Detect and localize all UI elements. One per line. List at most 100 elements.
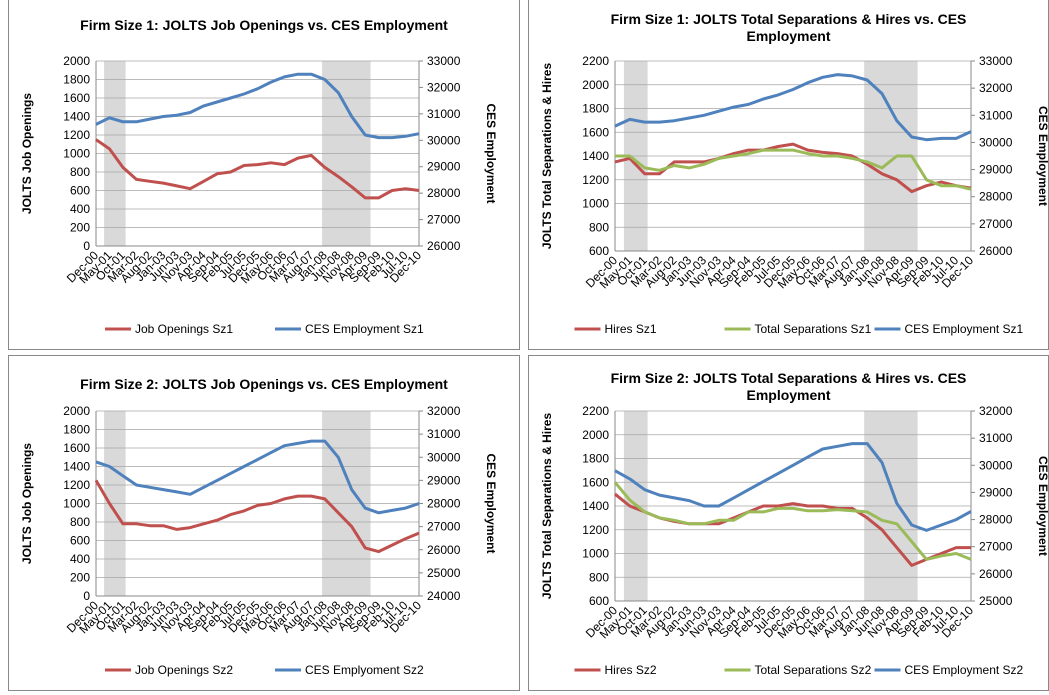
y-tick-label: 2000 xyxy=(582,78,609,92)
legend-label: CES Emplyoment Sz2 xyxy=(305,663,424,677)
y2-tick-label: 30000 xyxy=(427,133,461,147)
chart-panel: Firm Size 1: JOLTS Total Separations & H… xyxy=(528,0,1049,350)
y-tick-label: 1200 xyxy=(63,478,90,492)
y-tick-label: 1400 xyxy=(582,499,609,513)
chart-panel: Firm Size 1: JOLTS Job Openings vs. CES … xyxy=(8,0,520,350)
y2-tick-label: 27000 xyxy=(427,520,461,534)
y-tick-label: 0 xyxy=(83,589,90,603)
y2-tick-label: 30000 xyxy=(979,135,1013,149)
chart: 0 200 400 600 800 1000 1200 1400 1600 1800 2000 240… xyxy=(20,404,498,677)
y2-tick-label: 32000 xyxy=(979,81,1013,95)
y-tick-label: 1800 xyxy=(63,423,90,437)
y-tick-label: 1000 xyxy=(63,147,90,161)
y2-tick-label: 32000 xyxy=(979,404,1013,418)
y2-tick-label: 33000 xyxy=(979,54,1013,68)
series-line xyxy=(615,148,972,191)
y-tick-label: 1200 xyxy=(582,523,609,537)
series-line xyxy=(614,442,972,532)
y2-tick-label: 32000 xyxy=(427,80,461,94)
y2-tick-label: 27000 xyxy=(979,217,1013,231)
y-tick-label: 800 xyxy=(589,570,609,584)
y-tick-label: 1000 xyxy=(582,197,609,211)
y2-tick-label: 25000 xyxy=(427,566,461,580)
series-line xyxy=(614,73,972,142)
y2-tick-label: 24000 xyxy=(427,589,461,603)
y2-tick-label: 26000 xyxy=(427,239,461,253)
legend-label: CES Employment Sz1 xyxy=(305,322,424,336)
series-line xyxy=(94,479,420,554)
y-tick-label: 1400 xyxy=(63,110,90,124)
y-tick-label: 1600 xyxy=(63,91,90,105)
y2-tick-label: 26000 xyxy=(979,244,1013,258)
y-tick-label: 0 xyxy=(83,239,90,253)
y-tick-label: 2000 xyxy=(63,54,90,68)
chart-title: Firm Size 1: JOLTS Job Openings vs. CES … xyxy=(80,17,448,33)
y-tick-label: 400 xyxy=(70,552,90,566)
legend-label: Hires Sz1 xyxy=(605,322,657,336)
y-tick-label: 2200 xyxy=(582,404,609,418)
y2-tick-label: 28000 xyxy=(427,186,461,200)
y-axis-label: JOLTS Total Separations & Hires xyxy=(540,63,554,250)
legend-label: Job Openings Sz1 xyxy=(135,322,233,336)
y2-tick-label: 31000 xyxy=(979,431,1013,445)
y2-tick-label: 29000 xyxy=(979,163,1013,177)
series-line xyxy=(95,72,420,140)
y-tick-label: 200 xyxy=(70,571,90,585)
series-line xyxy=(95,439,420,515)
chart: 600 800 1000 1200 1400 1600 1800 2000 2200 25000 2… xyxy=(540,404,1048,677)
y-tick-label: 1000 xyxy=(63,497,90,511)
y-tick-label: 1400 xyxy=(582,149,609,163)
y2-tick-label: 30000 xyxy=(427,450,461,464)
y2-tick-label: 31000 xyxy=(979,108,1013,122)
legend-label: Total Separations Sz2 xyxy=(755,663,872,677)
legend-label: CES Employment Sz1 xyxy=(905,322,1024,336)
y-tick-label: 1600 xyxy=(582,125,609,139)
chart-title: Firm Size 2: JOLTS Job Openings vs. CES … xyxy=(80,376,448,392)
chart: 600 800 1000 1200 1400 1600 1800 2000 2200 26000 2… xyxy=(540,54,1048,336)
y2-tick-label: 29000 xyxy=(979,485,1013,499)
y2-tick-label: 27000 xyxy=(427,213,461,227)
y-tick-label: 1200 xyxy=(582,173,609,187)
y-tick-label: 600 xyxy=(589,244,609,258)
y-tick-label: 400 xyxy=(70,202,90,216)
series-line xyxy=(95,138,420,200)
y2-axis-label: CES Employment xyxy=(484,453,498,553)
y2-tick-label: 28000 xyxy=(979,513,1013,527)
y-tick-label: 2000 xyxy=(582,428,609,442)
y2-tick-label: 31000 xyxy=(427,107,461,121)
chart-panel: Firm Size 2: JOLTS Total Separations & H… xyxy=(528,355,1049,691)
legend-label: Hires Sz2 xyxy=(605,663,657,677)
y-axis-label: JOLTS Job Openings xyxy=(20,443,34,564)
y-tick-label: 1000 xyxy=(582,547,609,561)
legend-label: Job Openings Sz2 xyxy=(135,663,233,677)
y2-tick-label: 29000 xyxy=(427,473,461,487)
chart: 0 200 400 600 800 1000 1200 1400 1600 1800 2000 260… xyxy=(20,54,498,336)
y-tick-label: 2200 xyxy=(582,54,609,68)
y2-axis-label: CES Employment xyxy=(1036,106,1048,206)
y-tick-label: 1200 xyxy=(63,128,90,142)
y-tick-label: 800 xyxy=(589,220,609,234)
y2-tick-label: 26000 xyxy=(427,543,461,557)
y2-tick-label: 28000 xyxy=(979,190,1013,204)
y2-axis-label: CES Employment xyxy=(1036,456,1048,556)
y2-tick-label: 25000 xyxy=(979,594,1013,608)
legend-label: CES Employment Sz2 xyxy=(905,663,1024,677)
series-line xyxy=(613,481,972,561)
y-tick-label: 1400 xyxy=(63,460,90,474)
y-tick-label: 1800 xyxy=(582,102,609,116)
y2-axis-label: CES Employment xyxy=(484,103,498,203)
y-tick-label: 2000 xyxy=(63,404,90,418)
y-tick-label: 600 xyxy=(589,594,609,608)
y2-tick-label: 32000 xyxy=(427,404,461,418)
y-tick-label: 1800 xyxy=(582,452,609,466)
y-tick-label: 600 xyxy=(70,184,90,198)
y-tick-label: 600 xyxy=(70,534,90,548)
y-tick-label: 1600 xyxy=(582,475,609,489)
chart-panel: Firm Size 2: JOLTS Job Openings vs. CES … xyxy=(8,355,520,691)
chart-title: Firm Size 2: JOLTS Total Separations & H… xyxy=(610,370,967,403)
series-line xyxy=(614,142,972,194)
legend-label: Total Separations Sz1 xyxy=(755,322,872,336)
chart-title: Firm Size 1: JOLTS Total Separations & H… xyxy=(610,11,967,44)
y-tick-label: 1600 xyxy=(63,441,90,455)
